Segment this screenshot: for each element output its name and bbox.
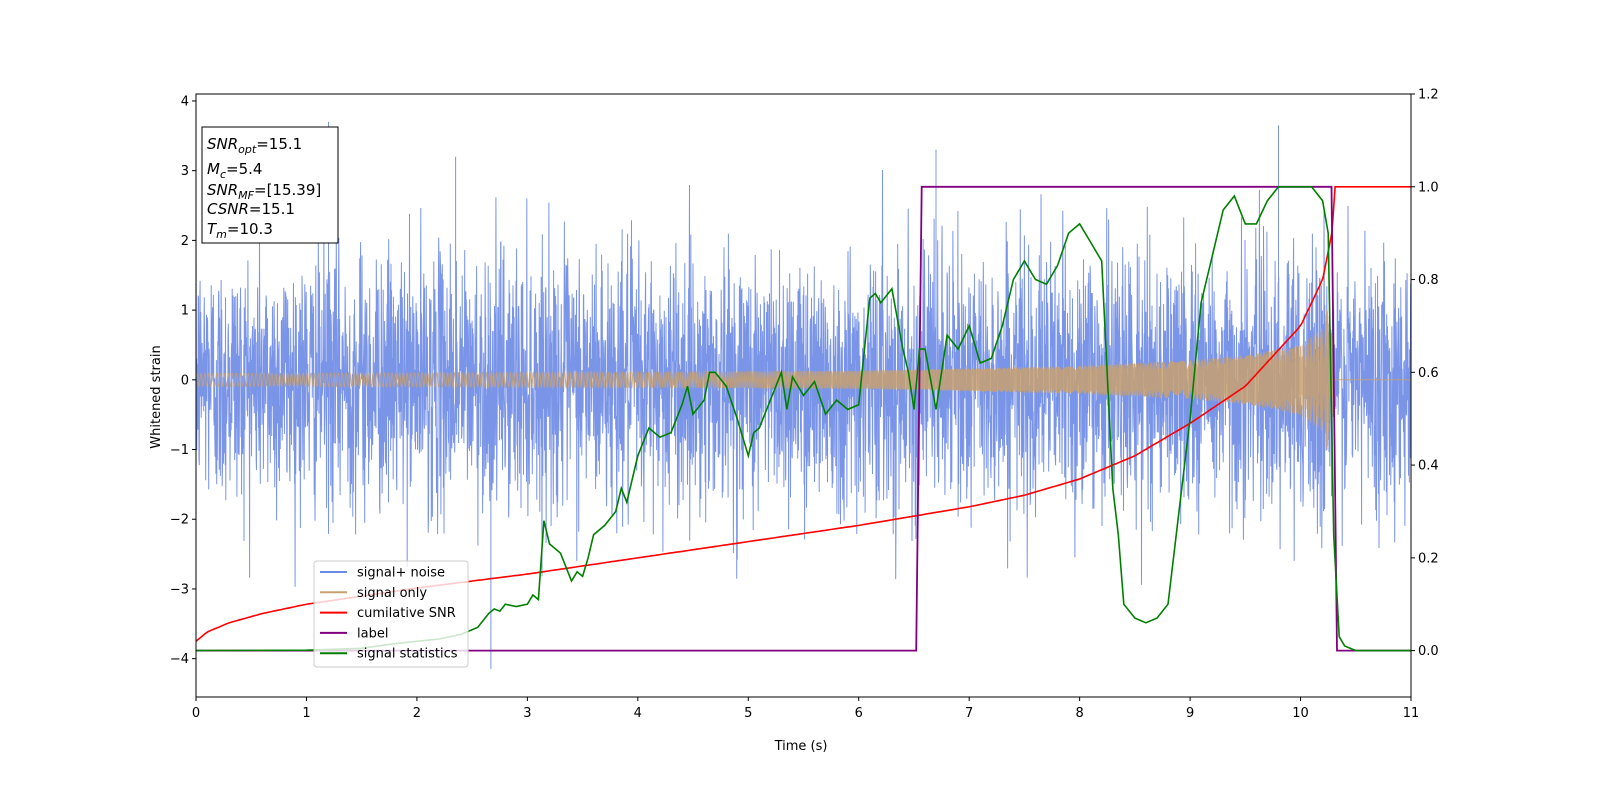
- series-label: [196, 185, 1411, 652]
- x-tick-label: 3: [523, 706, 531, 721]
- x-tick-label: 2: [413, 706, 421, 721]
- x-tick-label: 10: [1292, 706, 1309, 721]
- x-tick-label: 5: [744, 706, 752, 721]
- y2-tick-label: 0.2: [1418, 551, 1439, 566]
- y2-tick-label: 1.0: [1418, 180, 1439, 195]
- info-box-frame: [201, 126, 339, 244]
- x-axis-label: Time (s): [774, 739, 828, 754]
- series-signal-only: [196, 309, 1411, 450]
- y-tick-label: 3: [181, 164, 189, 179]
- x-tick-label: 8: [1075, 706, 1083, 721]
- y-tick-label: 1: [181, 304, 189, 319]
- info-tm: Tm=10.3: [207, 220, 273, 241]
- x-tick-label: 9: [1186, 706, 1194, 721]
- legend-label: cumilative SNR: [357, 606, 456, 621]
- legend-label: signal statistics: [357, 647, 458, 662]
- x-tick-label: 11: [1403, 706, 1420, 721]
- legend: signal+ noise signal only cumilative SNR la…: [313, 560, 469, 668]
- axes: 0 1 2 3 4 5 6 7 8 9 10 11 −4 −3 −2 −1 0 1 2 3 4 0.0 0.2 0.4 0.6 0…: [170, 88, 1439, 722]
- y-tick-label: 2: [181, 234, 189, 249]
- y2-tick-label: 0.6: [1418, 366, 1439, 381]
- x-tick-label: 1: [302, 706, 310, 721]
- x-tick-label: 4: [634, 706, 642, 721]
- x-tick-label: 7: [965, 706, 973, 721]
- y-tick-label: −4: [170, 652, 189, 667]
- y-tick-label: −2: [170, 513, 189, 528]
- x-tick-label: 6: [855, 706, 863, 721]
- x-tick-label: 0: [192, 706, 200, 721]
- legend-frame: [313, 560, 469, 668]
- info-box: SNRopt=15.1 Mc=5.4 SNRMF=[15.39] CSNR=15…: [201, 126, 339, 244]
- y2-tick-label: 0.8: [1418, 273, 1439, 288]
- y2-tick-label: 0.0: [1418, 644, 1439, 659]
- legend-label: signal only: [357, 586, 427, 601]
- legend-label: signal+ noise: [357, 566, 445, 581]
- info-snr-mf: SNRMF=[15.39]: [207, 181, 321, 202]
- axes-frame: [195, 93, 1412, 698]
- info-snr-opt: SNRopt=15.1: [207, 135, 302, 156]
- y2-tick-label: 1.2: [1418, 88, 1439, 103]
- y-tick-label: 4: [181, 94, 189, 109]
- y-tick-label: 0: [181, 373, 189, 388]
- y-axis-label: Whitened strain: [149, 345, 164, 448]
- y-tick-label: −3: [170, 582, 189, 597]
- info-csnr: CSNR=15.1: [207, 200, 295, 218]
- legend-label: label: [357, 626, 388, 641]
- y2-tick-label: 0.4: [1418, 459, 1439, 474]
- info-mc: Mc=5.4: [207, 160, 262, 181]
- series-signal-statistics: [196, 186, 1411, 652]
- y-tick-label: −1: [170, 443, 189, 458]
